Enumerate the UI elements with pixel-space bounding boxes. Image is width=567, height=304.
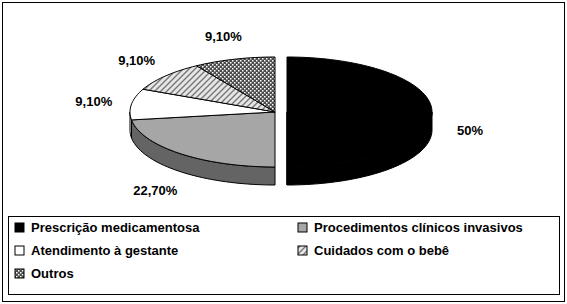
- data-label: 50%: [457, 123, 483, 138]
- pie-slice: [287, 57, 432, 167]
- legend-swatch: [15, 246, 24, 255]
- pie-slice: [197, 57, 275, 112]
- pie-slice: [132, 112, 275, 167]
- data-label: 9,10%: [75, 94, 112, 109]
- legend-swatch: [15, 269, 24, 278]
- legend-swatch: [298, 246, 307, 255]
- legend-swatch: [298, 223, 307, 232]
- legend-label: Procedimentos clínicos invasivos: [314, 220, 523, 235]
- pie-slices: [130, 57, 432, 185]
- legend-label: Prescrição medicamentosa: [31, 220, 200, 235]
- data-label: 22,70%: [133, 183, 178, 198]
- data-label: 9,10%: [118, 53, 155, 68]
- chart-frame: [3, 3, 565, 302]
- legend-box: [9, 217, 560, 295]
- legend-label: Atendimento à gestante: [31, 243, 178, 258]
- legend-label: Cuidados com o bebê: [314, 243, 449, 258]
- data-label: 9,10%: [205, 29, 242, 44]
- legend-swatch: [15, 223, 24, 232]
- legend-label: Outros: [31, 266, 74, 281]
- legend: Prescrição medicamentosa Procedimentos cl…: [9, 217, 560, 295]
- pie-chart: 50% 22,70% 9,10% 9,10% 9,10% Prescrição medic…: [0, 0, 567, 304]
- chart-container: 50% 22,70% 9,10% 9,10% 9,10% Prescrição medic…: [0, 0, 567, 304]
